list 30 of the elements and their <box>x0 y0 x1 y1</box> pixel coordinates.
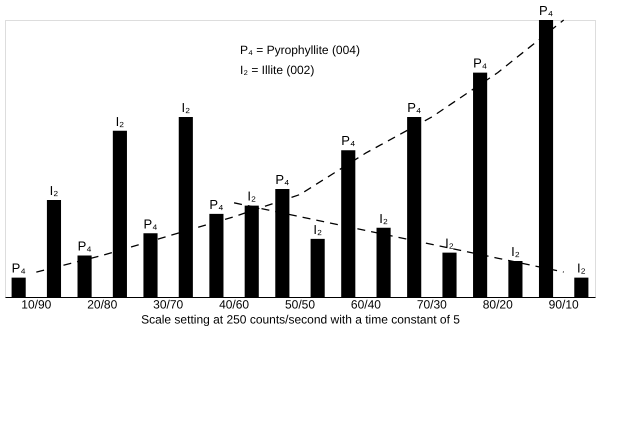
text: P₄ <box>209 196 224 212</box>
text: P₄ <box>539 3 554 18</box>
text: I₂ <box>181 100 190 115</box>
series-label: P₄ <box>12 260 26 276</box>
text: I₂ <box>116 114 124 129</box>
x-tick-label: 20/80 <box>87 298 118 312</box>
text: P₄ <box>473 56 488 71</box>
annotation: I₂ = Illite (002) <box>240 63 314 77</box>
series-label: I₂ <box>50 183 58 198</box>
text: I₂ <box>577 260 586 276</box>
x-tick-label: 60/40 <box>350 298 382 312</box>
text: I₂ <box>247 188 256 204</box>
text: I₂ <box>379 210 388 226</box>
x-axis-title: Scale setting at 250 counts/second with a time constant of 5 <box>141 312 460 326</box>
x-tick-label: 90/10 <box>548 298 580 312</box>
text: I₂ <box>511 244 520 259</box>
text: P₄ <box>407 100 422 115</box>
x-tick-label: 10/90 <box>21 298 52 312</box>
x-tick-label: 40/60 <box>219 298 250 312</box>
text: P₄ <box>275 172 290 187</box>
text: I₂ <box>445 236 454 251</box>
text: P₄ <box>78 238 92 254</box>
text: I₂ <box>313 222 322 237</box>
x-tick-label: 50/50 <box>284 298 316 312</box>
x-tick-label: 80/20 <box>482 298 514 312</box>
x-tick-label: 30/70 <box>153 298 184 312</box>
annotation: P₄ = Pyrophyllite (004) <box>240 43 360 57</box>
text: P₄ <box>341 133 356 148</box>
text: P₄ <box>144 216 158 232</box>
x-tick-label: 70/30 <box>416 298 448 312</box>
